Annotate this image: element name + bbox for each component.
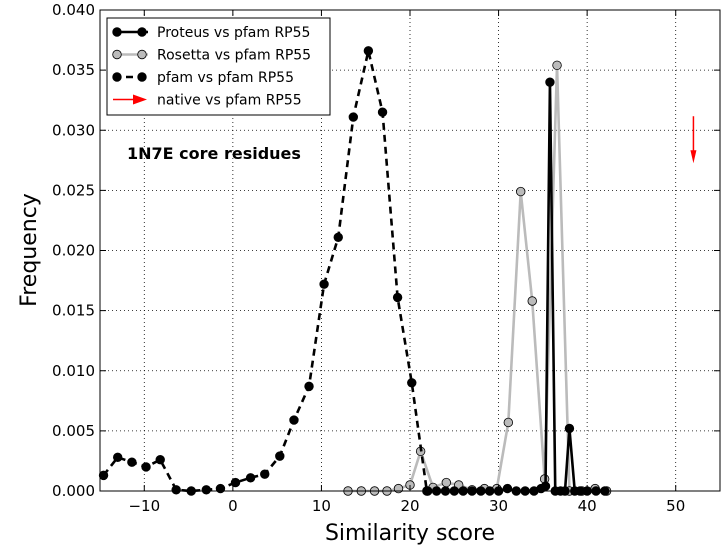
legend-item: Rosetta vs pfam RP55	[112, 48, 311, 64]
data-point	[155, 455, 165, 465]
x-tick-label: −10	[128, 497, 160, 515]
y-tick-label: 0.010	[52, 362, 95, 380]
data-point	[333, 232, 343, 242]
x-tick-label: 40	[578, 497, 597, 515]
legend-arrow-head	[133, 94, 147, 105]
legend-marker	[112, 49, 122, 60]
data-point	[215, 483, 226, 494]
x-tick-label: 10	[312, 497, 331, 515]
data-point	[552, 60, 562, 71]
data-point	[275, 451, 285, 461]
legend-item: pfam vs pfam RP55	[112, 70, 294, 86]
data-point	[113, 452, 123, 463]
data-point	[127, 457, 137, 467]
axis-ticks: −10 0 10 20 30 40 50 0.000 0.005 0.010 0.015 0.020 0…	[52, 1, 720, 515]
native-arrow-head	[690, 150, 697, 164]
data-point	[441, 477, 452, 488]
data-point	[407, 378, 417, 388]
x-axis-label: Similarity score	[325, 521, 495, 546]
chart-annotation: 1N7E core residues	[127, 144, 301, 163]
y-tick-label: 0.005	[52, 422, 95, 440]
y-tick-label: 0.030	[52, 121, 95, 139]
data-point	[230, 477, 241, 488]
x-tick-label: 20	[400, 497, 419, 515]
legend-marker	[137, 27, 147, 37]
data-point	[348, 112, 359, 122]
legend-marker	[112, 27, 122, 37]
data-point	[319, 279, 329, 289]
data-point	[502, 483, 513, 494]
y-tick-label: 0.025	[52, 181, 95, 199]
data-point	[527, 296, 537, 306]
data-point	[392, 292, 403, 303]
y-tick-label: 0.040	[52, 1, 95, 19]
data-point	[503, 417, 514, 428]
legend-label: pfam vs pfam RP55	[157, 70, 294, 86]
data-point	[141, 462, 151, 472]
legend-marker	[137, 49, 147, 60]
y-axis-label: Frequency	[17, 193, 42, 307]
y-tick-label: 0.000	[52, 482, 95, 500]
legend: Proteus vs pfam RP55 Rosetta vs pfam RP55…	[106, 17, 331, 116]
data-point	[304, 381, 314, 392]
data-point	[377, 107, 388, 117]
y-tick-label: 0.020	[52, 242, 95, 260]
x-tick-label: 30	[489, 497, 508, 515]
data-point	[245, 473, 256, 483]
legend-marker	[112, 72, 122, 82]
data-point	[289, 415, 299, 425]
data-point	[171, 485, 181, 495]
legend-label: Proteus vs pfam RP55	[157, 25, 310, 41]
legend-item: native vs pfam RP55	[113, 93, 302, 109]
legend-marker	[137, 72, 147, 82]
data-point	[540, 481, 551, 491]
data-point	[98, 470, 109, 481]
series-pfam-vs-pfam-rp55	[98, 46, 432, 496]
y-tick-label: 0.035	[52, 61, 95, 79]
x-tick-label: 0	[228, 497, 238, 515]
data-point	[564, 423, 575, 434]
legend-label: native vs pfam RP55	[157, 93, 302, 109]
plot-series	[98, 46, 612, 496]
y-tick-label: 0.015	[52, 302, 95, 320]
legend-label: Rosetta vs pfam RP55	[157, 48, 311, 64]
data-point	[393, 483, 404, 494]
data-point	[363, 46, 374, 56]
x-tick-label: 50	[666, 497, 685, 515]
legend-item: Proteus vs pfam RP55	[112, 25, 310, 41]
data-point	[260, 469, 270, 479]
data-point	[545, 77, 555, 87]
data-point	[516, 186, 526, 197]
native-arrow-layer	[690, 116, 697, 164]
data-point	[201, 485, 211, 495]
series-line	[102, 49, 429, 493]
